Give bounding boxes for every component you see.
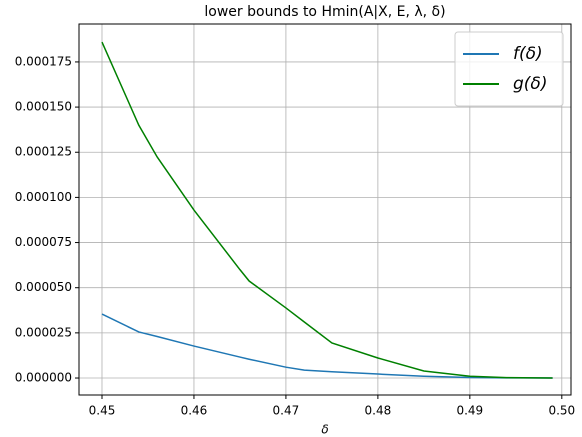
y-tick-label: 0.000175	[15, 54, 72, 68]
x-tick-label: 0.50	[548, 404, 575, 418]
x-tick-label: 0.49	[456, 404, 483, 418]
y-tick-label: 0.000025	[15, 325, 72, 339]
x-tick-label: 0.47	[273, 404, 300, 418]
legend-box	[454, 31, 564, 107]
y-tick-label: 0.000000	[15, 371, 72, 385]
legend-label: g(δ)	[513, 74, 547, 94]
series-line	[101, 41, 553, 379]
x-axis-label: δ	[321, 423, 328, 437]
y-tick-label: 0.000125	[15, 145, 72, 159]
plot-frame	[78, 23, 572, 396]
x-tick-label: 0.45	[89, 404, 116, 418]
legend-label: f(δ)	[513, 44, 543, 64]
y-tick-label: 0.000150	[15, 100, 72, 114]
chart-title: lower bounds to Hmin(A|X, E, λ, δ)	[204, 4, 445, 20]
y-tick-label: 0.000075	[15, 235, 72, 249]
y-tick-label: 0.000050	[15, 280, 72, 294]
series-line	[101, 313, 553, 379]
x-tick-label: 0.48	[365, 404, 392, 418]
x-tick-label: 0.46	[181, 404, 208, 418]
y-tick-label: 0.000100	[15, 190, 72, 204]
